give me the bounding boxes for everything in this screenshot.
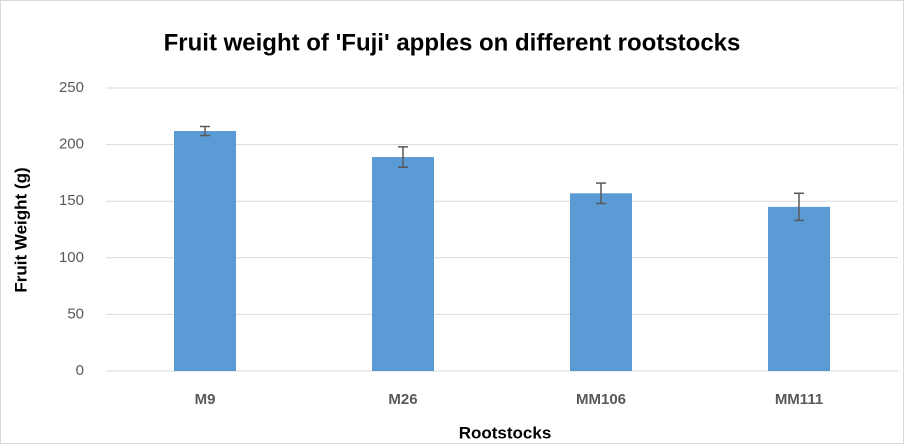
x-tick-label: MM106 [576,391,626,408]
y-tick-label: 250 [59,79,84,96]
y-axis-title: Fruit Weight (g) [11,167,30,292]
bar [174,131,236,371]
y-tick-label: 0 [76,362,84,379]
x-tick-label: M26 [388,391,417,408]
x-axis-title: Rootstocks [459,423,552,442]
x-tick-label: M9 [195,391,216,408]
y-tick-label: 150 [59,192,84,209]
y-tick-label: 50 [67,305,84,322]
bar [570,193,632,371]
chart-title: Fruit weight of 'Fuji' apples on differe… [164,29,741,56]
x-tick-label: MM111 [775,391,823,408]
bar [768,206,830,371]
y-tick-label: 100 [59,249,84,266]
y-tick-label: 200 [59,136,84,153]
bar [372,157,434,371]
